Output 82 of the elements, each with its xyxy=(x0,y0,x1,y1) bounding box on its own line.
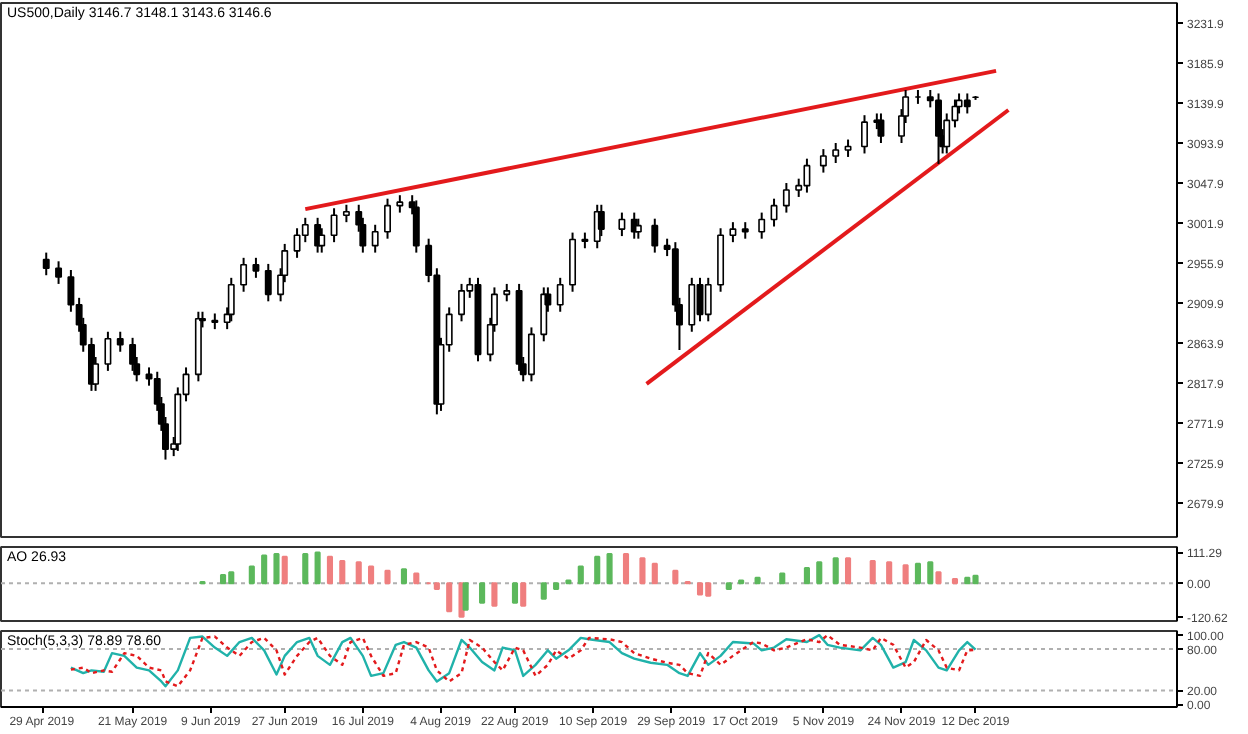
candlestick xyxy=(252,256,260,279)
candlestick xyxy=(819,148,827,174)
bar xyxy=(779,572,786,585)
candlestick xyxy=(116,330,124,353)
candlestick xyxy=(758,211,766,240)
bar xyxy=(302,552,309,585)
bar xyxy=(754,576,761,585)
candlestick xyxy=(963,92,971,115)
bar xyxy=(511,582,519,604)
candlestick xyxy=(704,276,712,323)
bar xyxy=(228,571,235,585)
bar xyxy=(886,561,893,585)
candlestick xyxy=(770,197,778,228)
candlestick xyxy=(527,326,535,383)
bar xyxy=(803,566,810,585)
bar xyxy=(935,571,942,585)
bar xyxy=(594,555,601,585)
bar xyxy=(368,565,375,585)
candlestick xyxy=(861,114,868,155)
bar xyxy=(972,574,979,585)
candlestick xyxy=(458,282,465,323)
candlestick xyxy=(935,92,942,165)
bar xyxy=(622,552,630,585)
bar xyxy=(248,565,255,585)
candlestick xyxy=(384,197,391,240)
candlestick xyxy=(301,216,309,244)
bar xyxy=(462,582,469,611)
candlestick xyxy=(42,251,50,277)
bar xyxy=(639,557,646,585)
candlestick xyxy=(569,231,577,293)
bar xyxy=(927,561,934,585)
bar xyxy=(553,582,560,590)
candlestick xyxy=(264,262,272,303)
bar xyxy=(696,582,704,596)
bar xyxy=(281,555,288,585)
bar xyxy=(844,557,852,585)
bar xyxy=(725,582,732,590)
candlestick xyxy=(634,217,642,240)
candlestick xyxy=(412,199,420,254)
bar xyxy=(326,555,334,585)
bar xyxy=(355,561,362,585)
bar xyxy=(400,568,408,585)
candlestick xyxy=(330,207,338,244)
candlestick xyxy=(688,276,696,333)
bar xyxy=(261,554,268,585)
candlestick xyxy=(832,142,840,165)
candlestick xyxy=(104,330,112,372)
bar xyxy=(491,582,498,607)
bar xyxy=(273,552,280,585)
bar xyxy=(339,559,346,585)
bar xyxy=(914,562,922,585)
bar xyxy=(869,559,876,585)
bar xyxy=(540,582,547,600)
bar xyxy=(314,551,321,585)
bar xyxy=(520,582,527,607)
bar xyxy=(816,561,823,585)
bar xyxy=(577,565,584,585)
candlestick xyxy=(371,223,379,254)
bar xyxy=(651,562,658,585)
bar xyxy=(384,569,391,585)
bar xyxy=(705,582,712,597)
candlestick xyxy=(618,211,626,238)
candlestick xyxy=(651,217,659,254)
candlestick xyxy=(729,221,737,244)
bar xyxy=(832,557,839,585)
bar xyxy=(413,572,420,585)
candlestick xyxy=(227,276,235,323)
candlestick xyxy=(556,276,564,313)
bar xyxy=(951,578,959,585)
bar xyxy=(902,564,909,585)
bar xyxy=(458,582,465,618)
bar xyxy=(672,569,679,585)
bar xyxy=(433,582,440,590)
candlestick xyxy=(240,256,248,293)
bar xyxy=(219,573,227,585)
bar xyxy=(479,582,486,604)
candlestick xyxy=(782,182,790,214)
bar xyxy=(606,552,613,585)
bar xyxy=(964,576,971,585)
bar xyxy=(446,582,453,613)
candlestick xyxy=(803,157,811,194)
candlestick xyxy=(55,260,63,285)
